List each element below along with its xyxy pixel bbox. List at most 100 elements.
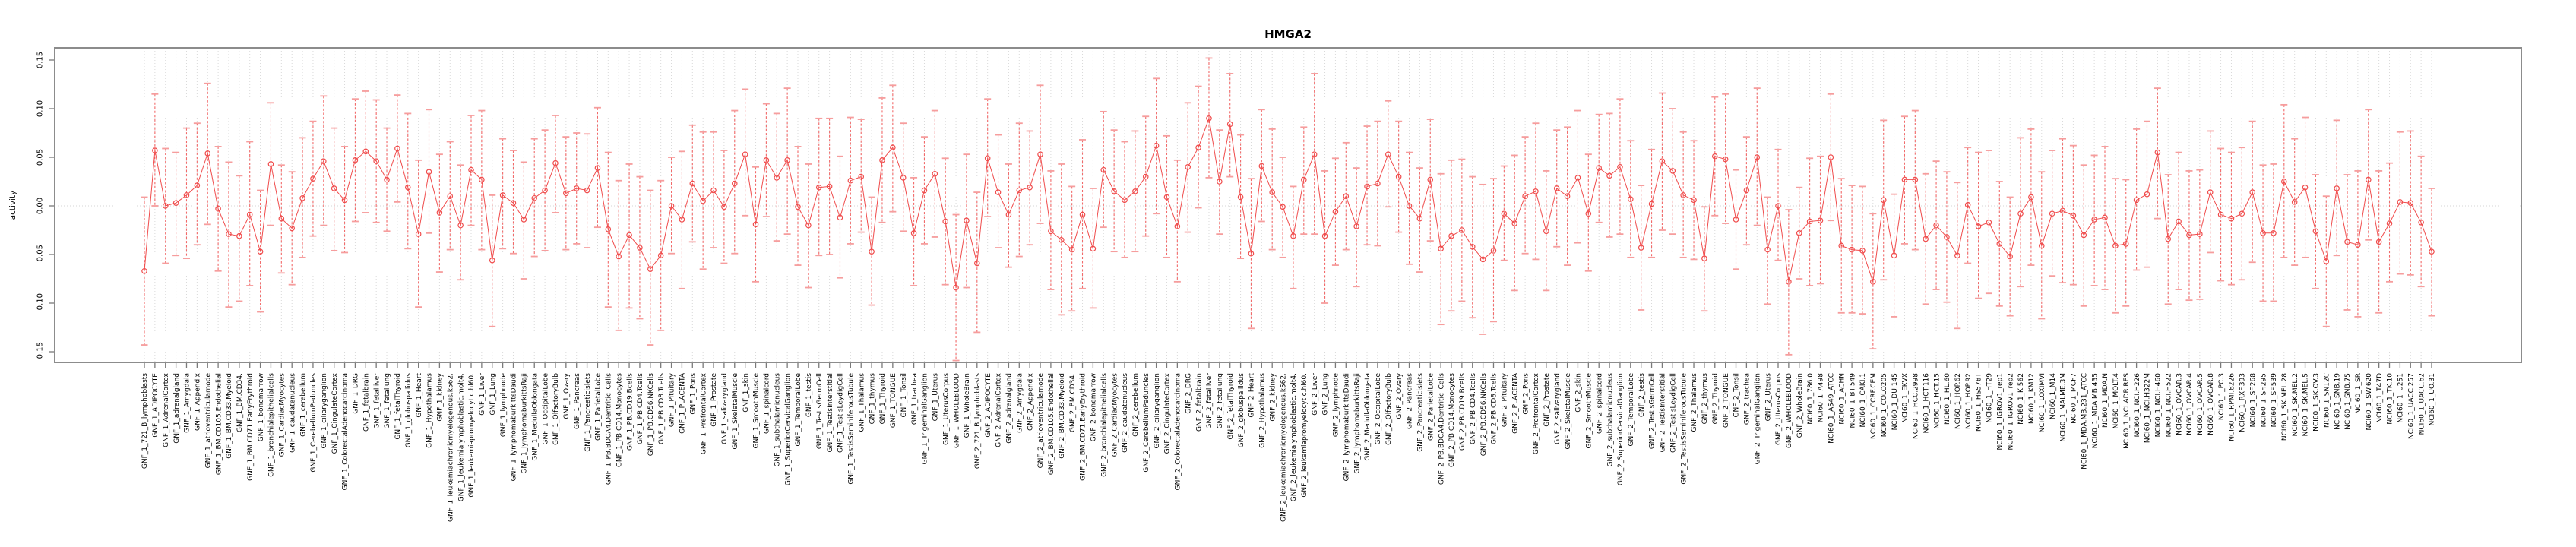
x-tick-label: GNF_2_subthalamicnucleus <box>1606 373 1614 467</box>
x-tick-label: GNF_1_CerebellumPeduncles <box>310 373 318 473</box>
data-point <box>257 248 264 255</box>
data-point <box>1743 187 1750 194</box>
data-point <box>1954 252 1960 259</box>
data-point <box>1490 248 1497 254</box>
data-point <box>2239 210 2245 217</box>
data-point <box>1764 246 1771 253</box>
x-tick-label: GNF_2_TestisGermCell <box>1649 373 1657 449</box>
x-tick-label: GNF_1_BM.CD71.EarlyErythroid <box>247 373 255 481</box>
x-tick-label: GNF_2_leukemiachronicmyelogenous.k562. <box>1280 373 1287 522</box>
data-point <box>689 180 696 187</box>
x-tick-label: GNF_1_TONGUE <box>890 373 897 428</box>
x-tick-label: GNF_1_SkeletalMuscle <box>732 373 739 450</box>
x-tick-label: GNF_2_fetalbrain <box>1195 373 1203 432</box>
data-point <box>215 206 221 212</box>
x-tick-label: GNF_2_BM.CD105.Endothelial <box>1048 373 1055 475</box>
x-tick-label: GNF_1_leukemiachronicmyelogenous.k562. <box>447 373 454 522</box>
data-point <box>657 252 664 259</box>
x-tick-label: NCI60_1_IGROV1_rep1 <box>1996 373 2004 451</box>
data-point <box>479 176 485 183</box>
error-bars <box>141 57 2435 362</box>
x-axis: GNF_1_721_B_lymphoblasts GNF_1_ADIPOCYTE G… <box>141 362 2436 522</box>
data-point <box>542 187 548 194</box>
x-tick-label: NCI60_1_786.0 <box>1807 373 1815 425</box>
x-tick-label: NCI60_1_A498 <box>1818 373 1825 422</box>
x-tick-label: GNF_2_testis <box>1638 373 1646 417</box>
x-tick-label: GNF_1_TestisGermCell <box>816 373 824 449</box>
data-point <box>637 245 643 251</box>
x-tick-label: NCI60_1_IGROV1_rep2 <box>2007 373 2014 451</box>
data-point <box>510 200 517 206</box>
data-point <box>1459 227 1465 233</box>
x-tick-label: GNF_2_leukemialymphoblastic.molt4. <box>1290 373 1298 501</box>
x-tick-label: GNF_2_ADIPOCYTE <box>985 373 992 438</box>
y-tick-label: 0.15 <box>36 52 45 68</box>
data-point <box>2355 242 2361 248</box>
x-tick-label: GNF_2_PLACENTA <box>1511 372 1519 434</box>
data-point <box>1944 234 1950 240</box>
x-tick-label: GNF_2_SuperiorCervicalGanglion <box>1617 373 1625 485</box>
data-point <box>1849 246 1855 253</box>
x-tick-label: NCI60_1_CAKI.1 <box>1859 373 1867 427</box>
data-point <box>1628 196 1634 202</box>
x-tick-label: NCI60_1_KM12 <box>2028 373 2036 424</box>
x-tick-label: NCI60_1_NCI.H522 <box>2165 373 2173 437</box>
x-tick-label: GNF_2_atrioventricularnode <box>1037 373 1045 469</box>
x-tick-label: GNF_2_PB.CD56.NKCells <box>1480 373 1488 457</box>
data-point-markers <box>141 115 2435 291</box>
data-point <box>2049 210 2055 217</box>
data-point <box>1786 279 1792 285</box>
data-point <box>1975 223 1982 229</box>
data-point <box>426 169 432 175</box>
data-point <box>2017 210 2024 217</box>
x-tick-label: GNF_1_WHOLEBLOOD <box>953 373 960 448</box>
x-tick-label: NCI60_1_SF.295 <box>2260 373 2267 427</box>
x-tick-label: NCI60_1_OVCAR.5 <box>2197 373 2204 435</box>
data-point <box>900 175 907 181</box>
data-point <box>1638 245 1644 251</box>
data-point <box>1964 201 1971 208</box>
x-tick-label: GNF_1_ciliaryganglion <box>321 373 328 448</box>
x-tick-label: GNF_1_salivarygland <box>721 373 729 444</box>
x-tick-label: GNF_1_subthalamicnucleus <box>774 373 781 467</box>
data-point <box>2133 197 2140 204</box>
x-tick-label: GNF_1_Tonsil <box>900 373 908 417</box>
x-tick-label: GNF_2_OlfactoryBulb <box>1385 373 1393 445</box>
x-tick-label: GNF_1_Amygdala <box>184 373 191 433</box>
data-point <box>152 147 158 153</box>
x-tick-label: GNF_1_lymphnode <box>500 373 508 438</box>
data-point <box>1564 193 1571 200</box>
data-point <box>183 192 190 198</box>
data-point <box>805 222 812 229</box>
data-point <box>162 203 169 209</box>
x-tick-label: GNF_1_SmoothMuscle <box>753 373 761 449</box>
x-tick-label: GNF_2_DRG <box>1185 373 1192 414</box>
data-point <box>531 194 538 201</box>
x-tick-label: GNF_2_TestisInterstitial <box>1660 373 1667 452</box>
data-point <box>436 210 443 216</box>
x-tick-label: GNF_2_SkeletalMuscle <box>1565 373 1572 450</box>
x-tick-label: GNF_1_BM.CD34. <box>236 373 244 432</box>
x-tick-label: GNF_2_trachea <box>1744 373 1752 425</box>
x-tick-label: GNF_2_Pancreaticislets <box>1417 373 1425 452</box>
x-tick-label: GNF_2_fetalThyroid <box>1227 373 1235 440</box>
data-point <box>742 151 748 157</box>
data-point <box>563 190 569 197</box>
data-point <box>605 226 612 232</box>
x-tick-label: GNF_1_PB.CD14.Monocytes <box>616 373 623 467</box>
x-tick-label: GNF_1_lymphomaburkittsRaji <box>521 373 529 474</box>
data-point <box>964 217 970 224</box>
data-point <box>1859 248 1866 254</box>
x-tick-label: GNF_1_thymus <box>869 373 876 425</box>
data-point <box>1880 197 1887 204</box>
x-tick-label: GNF_1_cerebellum <box>299 373 307 437</box>
data-point <box>847 177 854 184</box>
x-tick-label: GNF_1_fetalThyroid <box>394 373 402 440</box>
data-point <box>710 187 717 194</box>
data-point <box>1280 204 1286 210</box>
data-point <box>879 157 885 163</box>
x-tick-label: GNF_2_TONGUE <box>1723 373 1730 428</box>
x-tick-label: GNF_2_PB.BDCA4.Dentritic_Cells <box>1438 373 1445 485</box>
data-point <box>1438 245 1444 252</box>
data-point <box>2365 176 2372 183</box>
